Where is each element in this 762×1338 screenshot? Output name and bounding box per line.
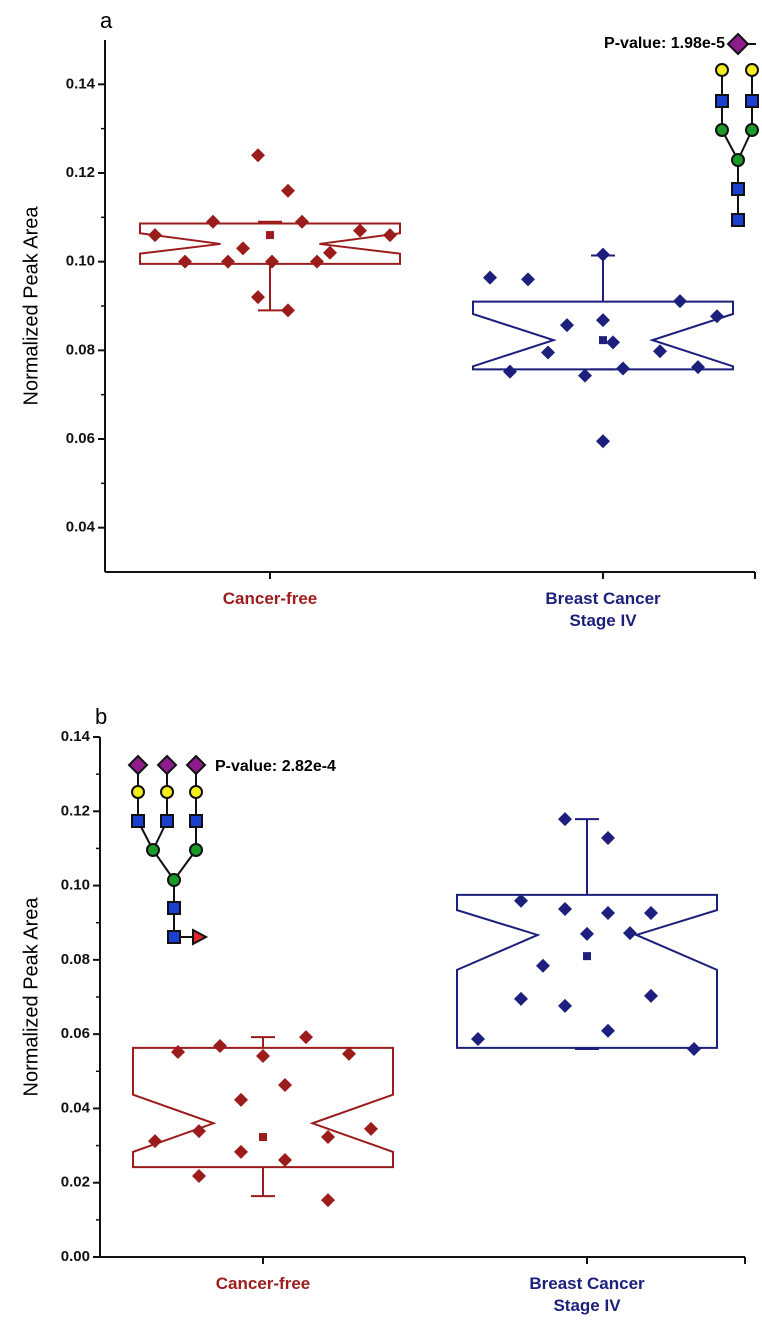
data-point: [580, 926, 594, 941]
data-point: [299, 1030, 313, 1045]
data-point: [623, 926, 637, 941]
data-point: [321, 1193, 335, 1208]
data-point: [521, 272, 535, 287]
data-point: [323, 245, 337, 260]
data-point: [536, 958, 550, 973]
data-point: [364, 1121, 378, 1136]
box: [456, 893, 718, 1049]
data-point: [278, 1078, 292, 1093]
y-tick-label: 0.08: [61, 951, 90, 968]
data-point: [178, 254, 192, 269]
y-tick-label: 0.00: [61, 1248, 90, 1265]
y-tick-label: 0.12: [61, 802, 90, 819]
y-tick-label: 0.14: [66, 75, 96, 92]
data-point: [606, 335, 620, 350]
data-point: [383, 228, 397, 243]
data-point: [616, 361, 630, 376]
y-tick-label: 0.10: [61, 877, 90, 894]
data-point: [471, 1031, 485, 1046]
data-point: [541, 345, 555, 360]
data-point: [578, 368, 592, 383]
data-point: [234, 1092, 248, 1107]
data-point: [601, 1023, 615, 1038]
data-point: [644, 988, 658, 1003]
data-point: [148, 228, 162, 243]
data-point: [514, 893, 528, 908]
data-point: [192, 1124, 206, 1139]
box: [472, 300, 734, 371]
data-point: [171, 1044, 185, 1059]
mean-marker: [266, 231, 274, 240]
data-point: [321, 1130, 335, 1145]
glycan-icon: [715, 32, 759, 227]
data-point: [558, 901, 572, 916]
data-point: [601, 906, 615, 921]
data-point: [213, 1039, 227, 1054]
mean-marker: [583, 952, 591, 961]
x-tick-label: Cancer-free: [222, 589, 318, 608]
data-point: [234, 1144, 248, 1159]
data-point: [278, 1153, 292, 1168]
data-point: [673, 294, 687, 309]
x-tick-label: Breast Cancer Stage IV: [529, 1274, 645, 1315]
data-point: [265, 254, 279, 269]
data-point: [601, 831, 615, 846]
y-axis-label: Normalized Peak Area: [20, 206, 42, 406]
box: [139, 222, 401, 265]
mean-marker: [599, 336, 607, 345]
data-point: [710, 309, 724, 324]
y-tick-label: 0.06: [61, 1025, 90, 1042]
y-tick-label: 0.06: [66, 430, 95, 447]
y-tick-label: 0.08: [66, 341, 95, 358]
data-point: [558, 998, 572, 1013]
data-point: [295, 214, 309, 229]
data-point: [281, 183, 295, 198]
x-tick-label: Cancer-free: [215, 1274, 311, 1293]
data-point: [353, 223, 367, 238]
glycan-icon: [127, 754, 209, 946]
data-point: [596, 247, 610, 262]
data-point: [653, 344, 667, 359]
y-tick-label: 0.02: [61, 1174, 90, 1191]
data-point: [596, 313, 610, 328]
mean-marker: [259, 1133, 267, 1142]
data-point: [687, 1042, 701, 1056]
data-point: [281, 303, 295, 318]
y-axis-label: Normalized Peak Area: [20, 897, 42, 1097]
data-point: [256, 1049, 270, 1064]
data-point: [514, 991, 528, 1006]
data-point: [310, 254, 324, 269]
data-point: [192, 1169, 206, 1184]
panel-label: b: [95, 704, 107, 729]
p-value: P-value: 1.98e-5: [604, 35, 725, 52]
data-point: [236, 241, 250, 256]
data-point: [342, 1046, 356, 1061]
y-tick-label: 0.14: [61, 728, 91, 745]
panel-label: a: [100, 8, 113, 33]
data-point: [596, 434, 610, 449]
box: [132, 1046, 394, 1169]
data-point: [691, 360, 705, 375]
data-point: [644, 906, 658, 921]
y-tick-label: 0.10: [66, 253, 95, 270]
data-point: [251, 290, 265, 305]
data-point: [221, 254, 235, 269]
data-point: [558, 812, 572, 827]
data-point: [251, 148, 265, 163]
x-tick-label: Breast Cancer Stage IV: [545, 589, 661, 630]
y-tick-label: 0.04: [61, 1099, 91, 1116]
y-tick-label: 0.04: [66, 519, 96, 536]
p-value: P-value: 2.82e-4: [215, 758, 336, 775]
data-point: [483, 270, 497, 285]
data-point: [148, 1134, 162, 1149]
data-point: [206, 214, 220, 229]
data-point: [503, 364, 517, 379]
y-tick-label: 0.12: [66, 164, 95, 181]
data-point: [560, 318, 574, 333]
